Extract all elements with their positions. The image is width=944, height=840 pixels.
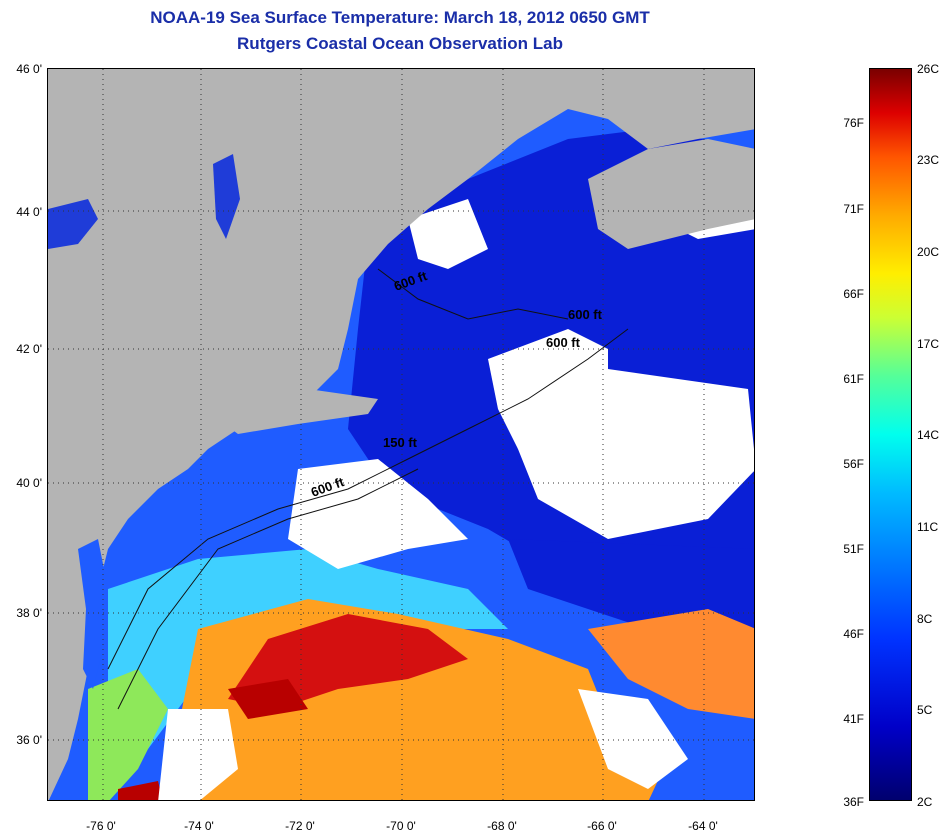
cb-c-5: 5C [917, 703, 933, 717]
land-long-island [218, 389, 378, 434]
chesapeake-bay [78, 539, 108, 689]
depth-label-2: 600 ft [568, 307, 603, 322]
hot-water-south [118, 781, 163, 800]
lon-label-68: -68 0' [487, 819, 517, 833]
chart-subtitle: Rutgers Coastal Ocean Observation Lab [237, 34, 563, 53]
cb-c-11: 11C [917, 520, 939, 534]
lat-label-40: 40 0' [16, 476, 42, 490]
cb-c-8: 8C [917, 612, 933, 626]
cloud-patch-6 [578, 689, 688, 789]
lat-label-46: 46 0' [16, 62, 42, 76]
lon-label-66: -66 0' [587, 819, 617, 833]
lake-ontario [48, 199, 98, 249]
lon-label-74: -74 0' [184, 819, 214, 833]
chart-title: NOAA-19 Sea Surface Temperature: March 1… [150, 8, 650, 27]
cloud-patch-2 [508, 369, 754, 539]
cb-c-23: 23C [917, 153, 940, 167]
lon-label-76: -76 0' [86, 819, 116, 833]
warm-water-east [588, 609, 754, 719]
hot-water-patch [228, 679, 308, 719]
cb-f-41: 41F [843, 712, 864, 726]
graticule [48, 69, 754, 800]
cb-f-36: 36F [843, 795, 864, 809]
lake-champlain [213, 154, 240, 239]
cold-water-east [508, 539, 754, 629]
sst-map-svg: 600 ft 600 ft 600 ft 150 ft 600 ft [48, 69, 754, 800]
depth-label-4: 150 ft [383, 435, 418, 450]
depth-contour-150 [117, 468, 419, 710]
depth-contour-gulf [377, 268, 569, 320]
depth-contour-600 [107, 328, 629, 670]
cb-c-2: 2C [917, 795, 933, 809]
lon-label-70: -70 0' [386, 819, 416, 833]
lat-label-36: 36 0' [16, 733, 42, 747]
depth-label-3: 600 ft [546, 335, 581, 350]
cb-c-17: 17C [917, 337, 940, 351]
green-water [88, 669, 168, 800]
cb-c-26: 26C [917, 62, 940, 76]
cb-f-71: 71F [843, 202, 864, 216]
cloud-patch-5 [158, 709, 238, 800]
lat-label-44: 44 0' [16, 205, 42, 219]
lat-label-42: 42 0' [16, 342, 42, 356]
cyan-water [108, 549, 508, 769]
cb-c-20: 20C [917, 245, 940, 259]
lon-label-72: -72 0' [285, 819, 315, 833]
cb-f-76: 76F [843, 116, 864, 130]
cb-f-66: 66F [843, 287, 864, 301]
cb-c-14: 14C [917, 428, 940, 442]
lon-label-64: -64 0' [688, 819, 718, 833]
cloud-patch-3 [288, 459, 468, 569]
cb-f-51: 51F [843, 542, 864, 556]
cb-f-61: 61F [843, 372, 864, 386]
cb-f-56: 56F [843, 457, 864, 471]
cloud-patch-4 [408, 199, 488, 269]
cb-f-46: 46F [843, 627, 864, 641]
lat-label-38: 38 0' [16, 606, 42, 620]
temperature-colorbar [869, 68, 912, 801]
sst-map: 600 ft 600 ft 600 ft 150 ft 600 ft [47, 68, 755, 801]
land-mainland [48, 69, 754, 800]
land-nova-scotia [588, 139, 754, 249]
